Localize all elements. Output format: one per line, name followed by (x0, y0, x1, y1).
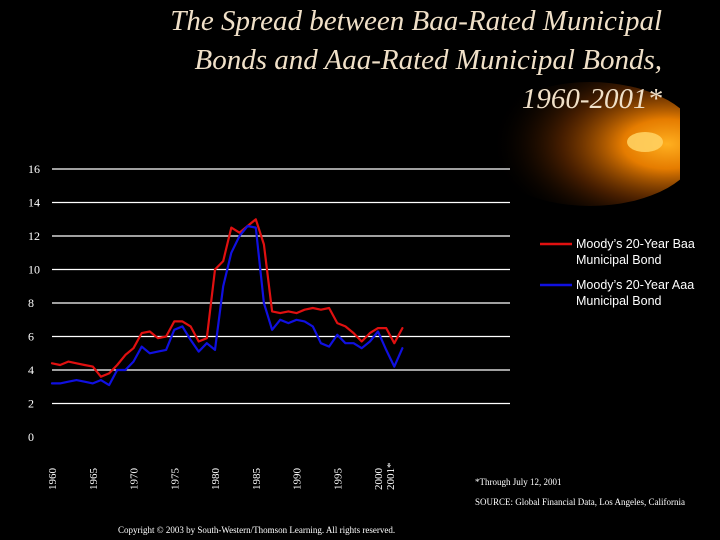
y-tick-label: 6 (28, 330, 34, 344)
series-lines (50, 218, 404, 387)
x-tick-label: 1980 (210, 468, 222, 491)
y-tick-label: 16 (28, 162, 40, 176)
x-tick-label: 2001* (385, 463, 397, 491)
chart-title: The Spread between Baa-Rated Municipal B… (42, 2, 662, 119)
y-tick-label: 2 (28, 397, 34, 411)
legend-label: Moody’s 20-Year Baa Municipal Bond (576, 237, 695, 267)
y-tick-label: 8 (28, 296, 34, 310)
x-tick-label: 1960 (47, 468, 59, 491)
x-tick-label: 1985 (251, 468, 263, 491)
x-axis-ticks: 1960 1965 1970 1975 1980 1985 1990 1995 2000 2001… (47, 463, 397, 491)
baa-series-line (50, 218, 404, 378)
y-tick-label: 4 (28, 363, 34, 377)
aaa-series-line (50, 224, 404, 387)
y-tick-label: 0 (28, 430, 34, 444)
title-line-3: 1960-2001* (521, 83, 662, 115)
y-tick-label: 10 (28, 263, 40, 277)
y-tick-label: 12 (28, 229, 40, 243)
legend: Moody’s 20-Year Baa Municipal Bond Moody’s… (540, 237, 695, 308)
footnote: *Through July 12, 2001 (475, 477, 562, 487)
y-axis-ticks: 0 2 4 6 8 10 12 14 16 (28, 162, 40, 444)
y-tick-label: 14 (28, 196, 40, 210)
source-note: SOURCE: Global Financial Data, Los Angel… (475, 497, 685, 507)
x-tick-label: 1995 (332, 468, 344, 491)
title-line-2: Bonds and Aaa-Rated Municipal Bonds, (194, 44, 662, 76)
x-tick-label: 2000 (373, 468, 385, 491)
grid-lines (52, 168, 510, 405)
legend-label: Moody’s 20-Year Aaa Municipal Bond (576, 278, 694, 308)
x-tick-label: 1970 (129, 468, 141, 491)
x-tick-label: 1965 (88, 468, 100, 491)
x-tick-label: 1975 (169, 468, 181, 491)
x-tick-label: 1990 (292, 468, 304, 491)
title-line-1: The Spread between Baa-Rated Municipal (170, 5, 662, 37)
copyright-note: Copyright © 2003 by South-Western/Thomso… (118, 525, 396, 535)
